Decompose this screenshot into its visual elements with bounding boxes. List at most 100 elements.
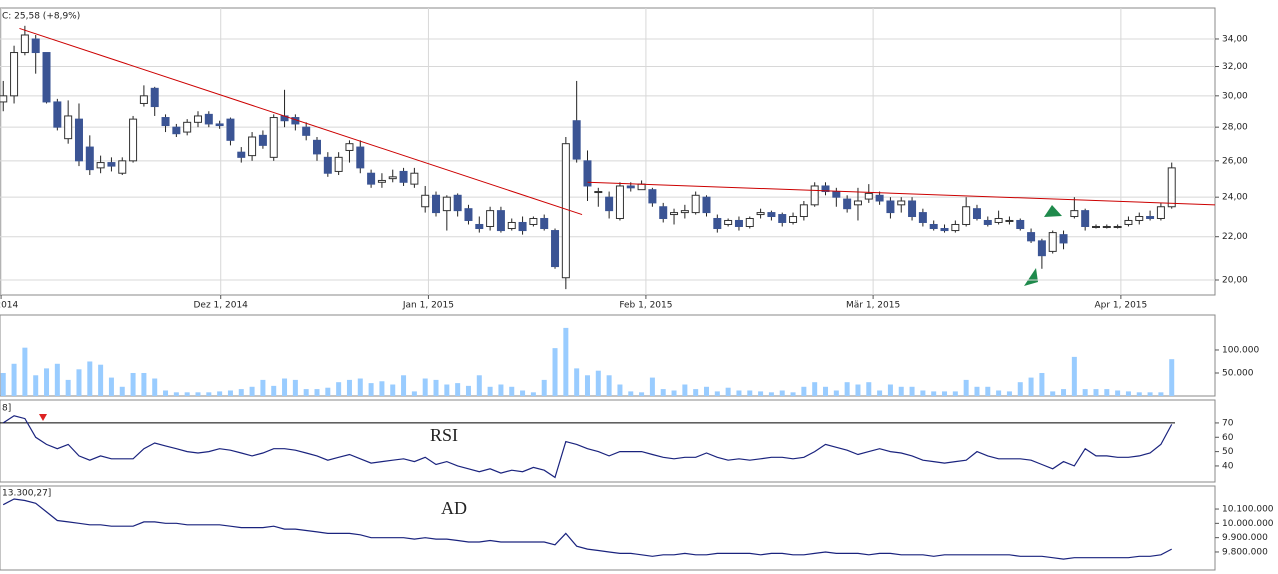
- volume-bar: [996, 390, 1002, 396]
- volume-bar: [985, 386, 991, 396]
- volume-bar: [152, 378, 158, 396]
- volume-bar: [1115, 390, 1121, 396]
- candle-body: [464, 208, 473, 221]
- indicator-line: [2, 415, 1173, 479]
- volume-bar: [898, 386, 904, 396]
- candle-body: [994, 217, 1003, 223]
- candle-body: [313, 139, 322, 155]
- candle-body: [356, 146, 365, 169]
- volume-bar: [206, 392, 212, 396]
- candle-body: [475, 223, 484, 230]
- volume-bar: [660, 389, 666, 396]
- candle-body: [810, 185, 819, 206]
- y-tick-label: 10.100.000: [1222, 505, 1274, 515]
- volume-bar: [195, 392, 201, 396]
- candle-body: [648, 189, 657, 204]
- volume-bar: [844, 382, 850, 396]
- candle-body: [345, 143, 354, 151]
- candle-body: [107, 162, 116, 167]
- candle-body: [745, 217, 754, 227]
- volume-bar: [54, 363, 60, 396]
- volume-bar: [411, 391, 417, 396]
- signal-marker: [39, 414, 47, 421]
- volume-bar: [823, 386, 829, 396]
- volume-bar: [736, 390, 742, 396]
- volume-bar: [325, 387, 331, 396]
- volume-bar: [1050, 391, 1056, 396]
- volume-bar: [1125, 391, 1131, 396]
- candle-body: [42, 52, 51, 103]
- candle-body: [778, 214, 787, 223]
- candle-body: [215, 123, 224, 127]
- ad-panel: [0, 485, 1216, 571]
- candle-body: [258, 134, 267, 146]
- candle-body: [886, 200, 895, 214]
- candle-body: [691, 194, 700, 214]
- volume-bar: [758, 391, 764, 396]
- volume-bar: [520, 390, 526, 396]
- candle-body: [1005, 219, 1014, 222]
- candle-body: [453, 194, 462, 212]
- y-tick-label: 70: [1222, 418, 1234, 428]
- volume-bar: [87, 361, 93, 396]
- volume-bar: [173, 392, 179, 396]
- candle-body: [1146, 216, 1155, 219]
- volume-bar: [249, 386, 255, 396]
- volume-bar: [422, 378, 428, 396]
- candle-body: [486, 210, 495, 227]
- y-tick-label: 9.800.000: [1222, 547, 1268, 557]
- y-tick-label: 100.000: [1222, 345, 1259, 355]
- signal-arrow: [1024, 268, 1038, 286]
- candle-body: [334, 156, 343, 172]
- candle-body: [193, 115, 202, 123]
- volume-bar: [130, 372, 136, 396]
- candle-body: [1081, 210, 1090, 227]
- volume-bar: [541, 379, 547, 396]
- volume-bar: [942, 391, 948, 396]
- candle-body: [1048, 232, 1057, 252]
- volume-bar: [433, 379, 439, 396]
- candle-body: [626, 185, 635, 189]
- x-tick-label: Feb 1, 2015: [619, 301, 672, 311]
- y-tick-label: 28,00: [1222, 123, 1248, 133]
- candle-body: [702, 196, 711, 214]
- candle-body: [10, 52, 19, 97]
- volume-bar: [98, 364, 104, 396]
- volume-bar: [217, 391, 223, 396]
- volume-bar: [455, 383, 461, 396]
- volume-bar: [974, 386, 980, 396]
- candle-body: [724, 219, 733, 225]
- volume-bar: [292, 379, 298, 396]
- volume-bar: [314, 389, 320, 396]
- candle-body: [583, 160, 592, 187]
- candle-body: [799, 204, 808, 218]
- candle-body: [518, 221, 527, 232]
- volume-bar: [1147, 392, 1153, 396]
- volume-bar: [877, 390, 883, 396]
- volume-bar: [768, 392, 774, 396]
- candle-body: [908, 200, 917, 218]
- volume-bar: [714, 391, 720, 396]
- candle-body: [1156, 206, 1165, 219]
- volume-bar: [671, 390, 677, 396]
- y-tick-label: 22,00: [1222, 232, 1248, 242]
- candle-body: [1167, 167, 1176, 208]
- y-tick-label: 26,00: [1222, 156, 1248, 166]
- volume-bar: [920, 390, 926, 396]
- candle-body: [496, 210, 505, 232]
- trendline: [19, 27, 583, 216]
- candle-body: [670, 212, 679, 216]
- candle-body: [1091, 225, 1100, 228]
- candle-body: [1124, 219, 1133, 225]
- x-tick-label: Jan 1, 2015: [402, 301, 454, 311]
- volume-bar: [703, 386, 709, 396]
- candle-body: [853, 200, 862, 206]
- volume-bar: [1093, 389, 1099, 396]
- candle-body: [53, 101, 62, 128]
- volume-bar: [617, 384, 623, 396]
- candle-body: [323, 156, 332, 174]
- candle-body: [615, 185, 624, 219]
- candle-body: [226, 118, 235, 141]
- candle-body: [864, 192, 873, 200]
- candle-body: [972, 208, 981, 219]
